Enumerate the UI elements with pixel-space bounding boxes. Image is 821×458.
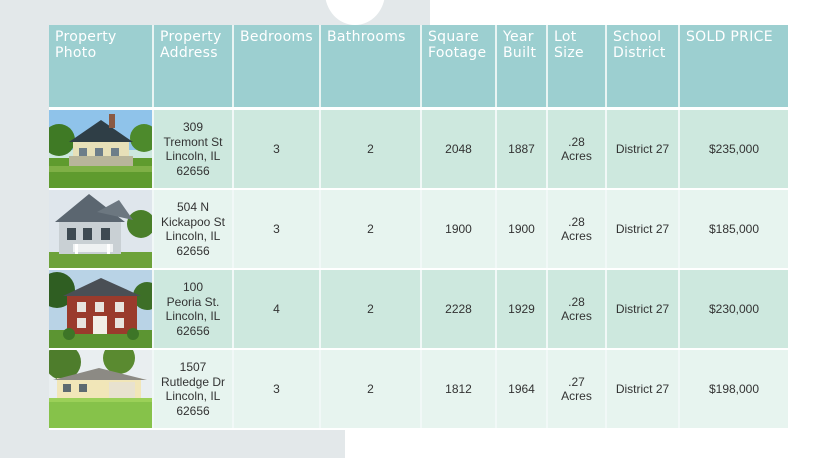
table-row: 100 Peoria St. Lincoln, IL 62656 4 2 222…	[49, 269, 788, 350]
table-row: 504 N Kickapoo St Lincoln, IL 62656 3 2 …	[49, 189, 788, 270]
house-photo-icon	[49, 270, 152, 348]
address-cell: 504 N Kickapoo St Lincoln, IL 62656	[153, 189, 234, 270]
price-cell: $235,000	[679, 108, 788, 190]
address-cell: 1507 Rutledge Dr Lincoln, IL 62656	[153, 349, 234, 430]
lot-cell: .27 Acres	[547, 349, 607, 430]
table-row: 1507 Rutledge Dr Lincoln, IL 62656 3 2 1…	[49, 349, 788, 430]
bedrooms-cell: 3	[233, 349, 321, 430]
header-row: Property Photo Property Address Bedrooms…	[49, 25, 788, 110]
sqft-cell: 2228	[421, 269, 497, 350]
price-cell: $198,000	[679, 349, 788, 430]
property-photo-cell	[49, 349, 154, 430]
lot-cell: .28 Acres	[547, 269, 607, 350]
price-cell: $230,000	[679, 269, 788, 350]
district-cell: District 27	[606, 189, 680, 270]
bathrooms-cell: 2	[320, 269, 422, 350]
year-cell: 1887	[496, 108, 548, 190]
district-cell: District 27	[606, 349, 680, 430]
header-square-footage: Square Footage	[421, 25, 497, 110]
background-strip	[345, 428, 821, 458]
header-bedrooms: Bedrooms	[233, 25, 321, 110]
price-cell: $185,000	[679, 189, 788, 270]
header-school-district: School District	[606, 25, 680, 110]
address-cell: 309 Tremont St Lincoln, IL 62656	[153, 108, 234, 190]
address-cell: 100 Peoria St. Lincoln, IL 62656	[153, 269, 234, 350]
header-bathrooms: Bathrooms	[320, 25, 422, 110]
header-lot-size: Lot Size	[547, 25, 607, 110]
year-cell: 1964	[496, 349, 548, 430]
header-photo: Property Photo	[49, 25, 154, 110]
sqft-cell: 1812	[421, 349, 497, 430]
year-cell: 1929	[496, 269, 548, 350]
bathrooms-cell: 2	[320, 349, 422, 430]
table-row: 309 Tremont St Lincoln, IL 62656 3 2 204…	[49, 108, 788, 190]
property-table: Property Photo Property Address Bedrooms…	[49, 25, 788, 430]
header-address: Property Address	[153, 25, 234, 110]
lot-cell: .28 Acres	[547, 108, 607, 190]
header-sold-price: SOLD PRICE	[679, 25, 788, 110]
house-photo-icon	[49, 190, 152, 268]
lot-cell: .28 Acres	[547, 189, 607, 270]
bedrooms-cell: 4	[233, 269, 321, 350]
property-photo-cell	[49, 189, 154, 270]
bedrooms-cell: 3	[233, 189, 321, 270]
house-photo-icon	[49, 110, 152, 188]
district-cell: District 27	[606, 269, 680, 350]
bedrooms-cell: 3	[233, 108, 321, 190]
house-photo-icon	[49, 350, 152, 428]
sqft-cell: 1900	[421, 189, 497, 270]
year-cell: 1900	[496, 189, 548, 270]
sqft-cell: 2048	[421, 108, 497, 190]
property-photo-cell	[49, 108, 154, 190]
property-photo-cell	[49, 269, 154, 350]
district-cell: District 27	[606, 108, 680, 190]
bathrooms-cell: 2	[320, 108, 422, 190]
bathrooms-cell: 2	[320, 189, 422, 270]
header-year-built: Year Built	[496, 25, 548, 110]
